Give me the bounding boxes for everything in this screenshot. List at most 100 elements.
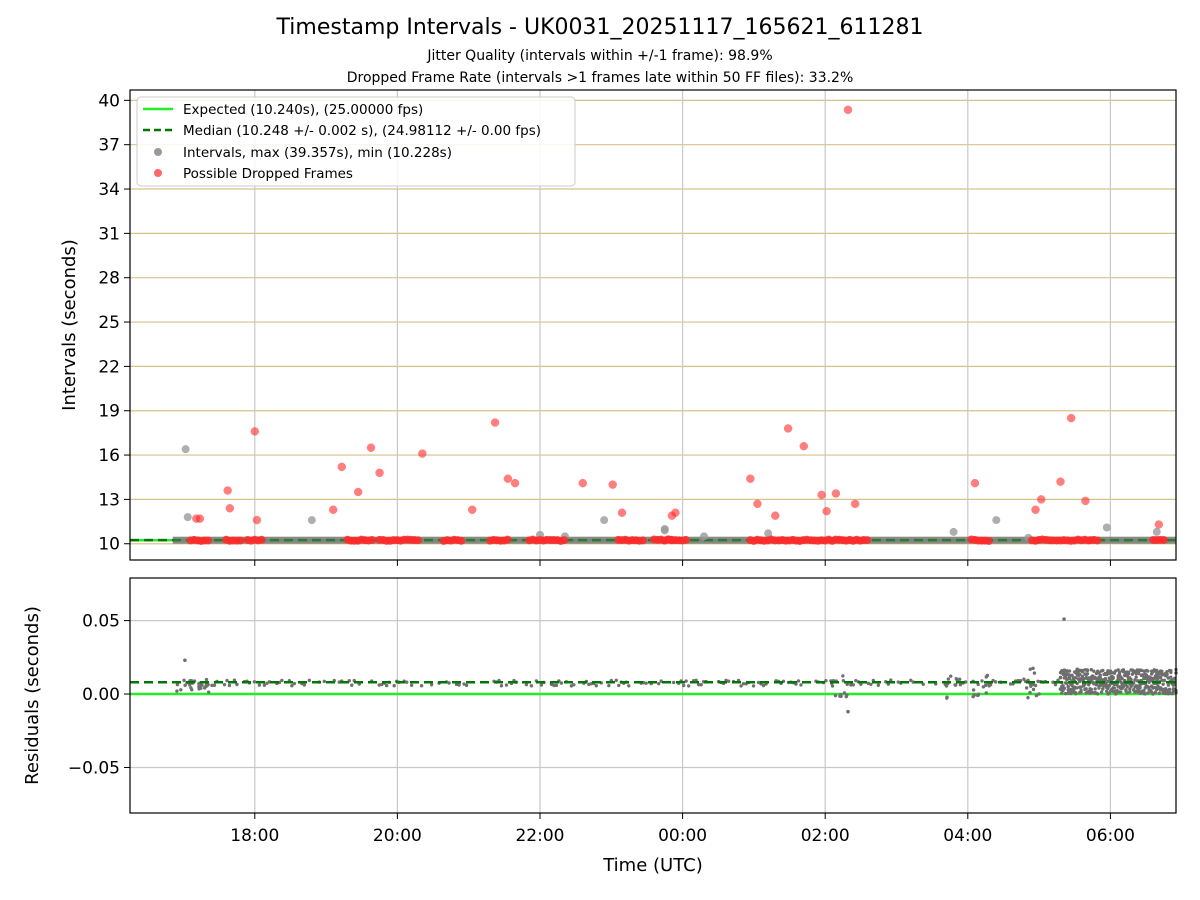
dropped-frame-point xyxy=(366,443,376,452)
residual-point xyxy=(839,694,843,699)
residual-point xyxy=(225,678,229,683)
dropped-frame-point xyxy=(252,515,262,525)
residual-point xyxy=(1031,687,1036,692)
residual-point xyxy=(257,683,262,687)
residual-point xyxy=(841,674,845,678)
dropped-frame-point xyxy=(375,468,384,478)
residual-point xyxy=(741,681,746,686)
residual-point xyxy=(1137,688,1141,693)
residual-point xyxy=(1076,669,1081,674)
residual-point xyxy=(1162,678,1167,683)
residual-point xyxy=(1138,686,1142,690)
dropped-frame-point xyxy=(225,504,235,513)
dropped-frame-point xyxy=(817,490,826,500)
residual-point xyxy=(958,683,963,687)
residual-point xyxy=(1051,680,1055,684)
residual-point xyxy=(379,682,384,687)
dropped-frame-point xyxy=(681,535,690,544)
x-tick-label: 04:00 xyxy=(943,826,992,846)
residual-point xyxy=(972,693,977,697)
y-tick-label: 37 xyxy=(98,136,120,156)
x-tick-label: 06:00 xyxy=(1086,826,1135,846)
residual-point xyxy=(1096,692,1100,696)
residual-point xyxy=(842,691,847,695)
residual-point xyxy=(1143,692,1147,696)
residual-point xyxy=(1074,676,1078,680)
residual-point xyxy=(1072,686,1077,691)
residual-point xyxy=(262,683,267,687)
dropped-frame-point xyxy=(783,424,793,433)
dropped-frame-point xyxy=(638,536,647,545)
legend-box xyxy=(136,96,576,187)
residual-point xyxy=(1138,683,1142,687)
residual-point xyxy=(1062,686,1067,691)
residual-point xyxy=(235,682,239,687)
residual-point xyxy=(1028,667,1032,671)
dropped-frame-point xyxy=(367,535,376,544)
legend-dropped-label: Possible Dropped Frames xyxy=(183,166,353,182)
residual-point xyxy=(290,684,294,688)
residual-point xyxy=(617,683,621,688)
residual-point xyxy=(739,684,743,688)
y-tick-label: 13 xyxy=(98,490,120,510)
y-tick-label: 40 xyxy=(98,91,120,111)
residual-point xyxy=(1142,689,1146,693)
residual-point xyxy=(644,681,648,685)
residual-point xyxy=(1067,673,1072,677)
residual-point xyxy=(1125,684,1129,689)
residual-point xyxy=(1142,669,1146,673)
residual-point xyxy=(1170,678,1174,682)
dropped-frame-point xyxy=(204,536,213,545)
residual-point xyxy=(1079,685,1083,689)
interval-point xyxy=(992,516,1001,525)
dropped-frame-point xyxy=(617,508,627,517)
residual-point xyxy=(1167,687,1172,692)
residual-point xyxy=(1155,687,1159,692)
residual-point xyxy=(846,709,850,714)
residual-point xyxy=(686,684,691,688)
residual-point xyxy=(993,680,998,684)
residual-point xyxy=(1063,691,1068,696)
residual-point xyxy=(1094,683,1099,687)
residual-point xyxy=(1080,670,1085,674)
dropped-frame-point xyxy=(771,511,780,520)
dropped-frame-point xyxy=(328,505,338,514)
residual-point xyxy=(322,679,326,684)
residual-point xyxy=(1151,692,1155,696)
residual-point xyxy=(554,683,559,688)
residual-point xyxy=(1156,676,1160,681)
residual-point xyxy=(1133,678,1137,682)
interval-point xyxy=(699,532,708,541)
residual-point xyxy=(1085,668,1090,673)
residual-point xyxy=(1058,675,1063,680)
residual-point xyxy=(1134,672,1138,676)
residual-point xyxy=(1060,691,1064,695)
residual-point xyxy=(204,677,209,682)
x-tick-label: 20:00 xyxy=(373,826,422,846)
residual-point xyxy=(1033,683,1038,688)
residual-point xyxy=(1155,668,1159,673)
y-axis-label: Intervals (seconds) xyxy=(59,239,80,411)
x-tick-label: 02:00 xyxy=(801,826,850,846)
residual-point xyxy=(1170,691,1174,696)
residual-point xyxy=(572,683,576,687)
residual-point xyxy=(1104,689,1109,694)
residual-point xyxy=(1169,675,1173,679)
legend-intervals-label: Intervals, max (39.357s), min (10.228s) xyxy=(183,145,452,161)
dropped-frame-point xyxy=(863,536,872,545)
residual-point xyxy=(1065,669,1069,673)
residual-point xyxy=(946,677,951,681)
residual-point xyxy=(265,681,269,685)
residual-point xyxy=(1106,679,1110,684)
dropped-frame-point xyxy=(1036,495,1046,504)
residual-point xyxy=(844,694,848,699)
interval-point xyxy=(307,516,316,525)
residual-point xyxy=(985,673,990,678)
residual-point xyxy=(824,679,828,683)
interval-point xyxy=(949,527,958,536)
residual-point xyxy=(944,684,949,688)
residual-point xyxy=(889,678,893,682)
residual-point xyxy=(1106,686,1110,691)
residual-point xyxy=(1169,670,1173,675)
residual-point xyxy=(1116,675,1120,680)
